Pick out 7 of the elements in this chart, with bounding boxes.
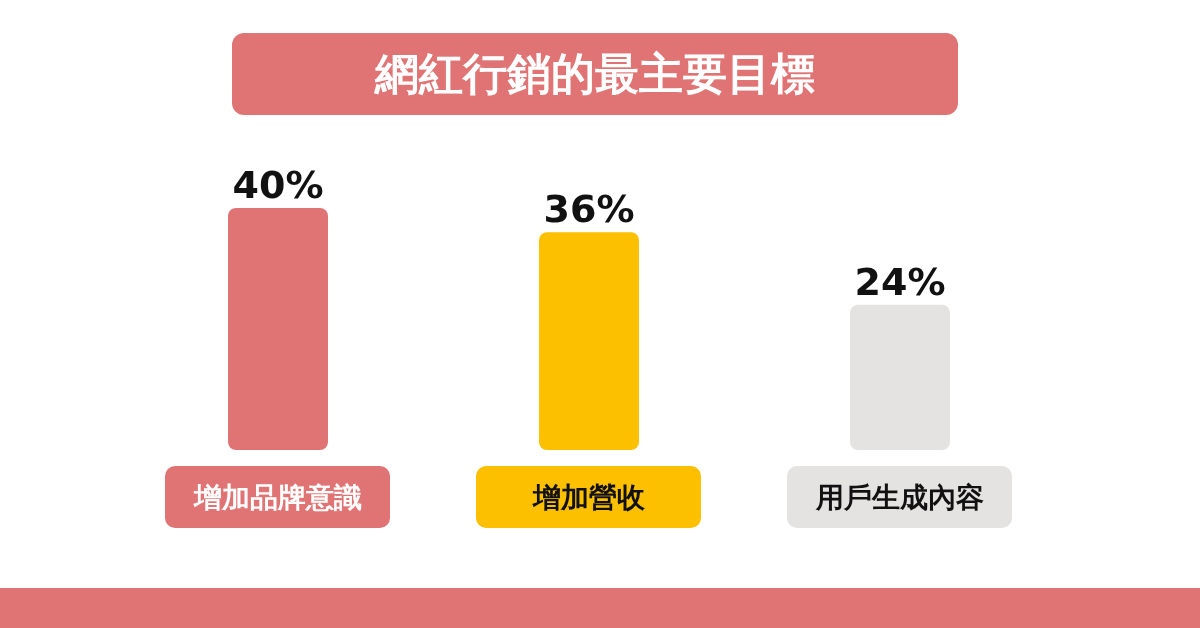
- x-tick-label: 增加品牌意識: [191, 480, 362, 514]
- data-label: 40%: [232, 163, 324, 207]
- data-label: 24%: [854, 259, 946, 304]
- x-tick-label: 增加營收: [530, 480, 646, 514]
- chart-title: 網紅行銷的最主要目標: [232, 33, 958, 115]
- data-label: 36%: [543, 187, 635, 232]
- x-tick-label: 用戶生成內容: [814, 480, 984, 514]
